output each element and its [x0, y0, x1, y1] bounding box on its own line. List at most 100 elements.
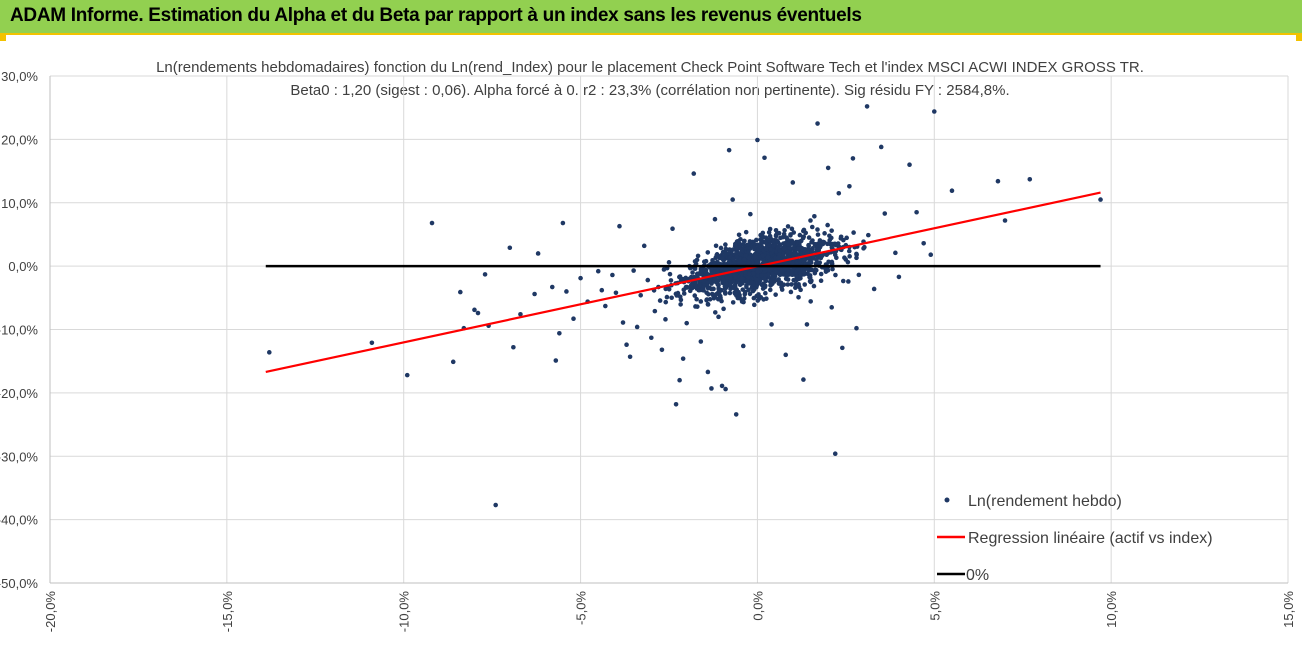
- scatter-point: [776, 230, 782, 236]
- scatter-point: [809, 224, 815, 230]
- scatter-point: [798, 287, 803, 293]
- scatter-point: [781, 246, 787, 252]
- scatter-point: [684, 320, 689, 326]
- scatter-point: [791, 251, 797, 257]
- scatter-point: [767, 226, 773, 232]
- scatter-point: [749, 285, 755, 290]
- scatter-point: [613, 290, 619, 296]
- scatter-point: [722, 290, 728, 295]
- report-title: ADAM Informe. Estimation du Alpha et du …: [10, 5, 862, 26]
- scatter-point: [742, 291, 748, 297]
- scatter-point: [871, 286, 877, 292]
- scatter-point: [825, 222, 830, 228]
- scatter-point: [761, 266, 767, 271]
- scatter-point: [733, 245, 739, 251]
- scatter-point: [840, 278, 846, 284]
- scatter-point: [703, 258, 709, 264]
- scatter-point: [535, 251, 541, 256]
- scatter-point: [709, 291, 715, 297]
- scatter-point: [429, 220, 435, 226]
- x-tick-label: 10,0%: [1104, 591, 1119, 628]
- scatter-point: [645, 277, 651, 283]
- scatter-point: [726, 147, 732, 153]
- scatter-point: [773, 269, 779, 275]
- scatter-point: [814, 257, 819, 263]
- scatter-point: [866, 232, 871, 238]
- scatter-point: [723, 386, 728, 392]
- scatter-point: [767, 287, 773, 293]
- scatter-point: [743, 229, 749, 235]
- scatter-point: [677, 377, 682, 383]
- scatter-point: [511, 344, 516, 350]
- scatter-point: [698, 299, 704, 304]
- scatter-point: [827, 233, 832, 239]
- scatter-point: [806, 235, 812, 240]
- scatter-point: [726, 259, 732, 264]
- scatter-point: [841, 237, 846, 243]
- y-tick-label: 0,0%: [8, 259, 38, 274]
- scatter-point: [995, 178, 1001, 184]
- scatter-point: [825, 268, 831, 273]
- scatter-point: [786, 241, 791, 247]
- scatter-point: [794, 277, 800, 283]
- scatter-point: [549, 284, 555, 290]
- scatter-point: [815, 232, 821, 237]
- scatter-point: [851, 230, 856, 235]
- scatter-point: [760, 253, 766, 259]
- scatter-point: [801, 227, 807, 233]
- scatter-point: [631, 268, 636, 273]
- scatter-point: [697, 282, 702, 288]
- scatter-point: [914, 209, 919, 215]
- scatter-point: [765, 254, 771, 260]
- scatter-point: [599, 287, 605, 293]
- scatter-point: [798, 273, 803, 279]
- scatter-point: [788, 289, 794, 295]
- scatter-point: [641, 243, 647, 249]
- scatter-point: [829, 305, 835, 310]
- x-tick-label: 5,0%: [927, 591, 942, 621]
- scatter-point: [833, 272, 838, 278]
- scatter-point: [692, 293, 698, 298]
- scatter-point: [712, 216, 718, 222]
- scatter-point: [768, 282, 774, 288]
- scatter-point: [714, 253, 719, 258]
- scatter-point: [677, 294, 683, 300]
- scatter-point: [663, 317, 668, 322]
- scatter-point: [784, 260, 789, 266]
- scatter-point: [740, 343, 746, 349]
- scatter-point: [694, 296, 699, 302]
- scatter-point: [818, 278, 824, 284]
- scatter-point: [734, 289, 740, 295]
- scatter-point: [769, 322, 774, 327]
- scatter-point: [704, 297, 709, 303]
- scatter-point: [705, 285, 711, 291]
- legend-label: Regression linéaire (actif vs index): [968, 530, 1213, 547]
- scatter-point: [836, 190, 842, 196]
- scatter-point: [681, 291, 687, 296]
- scatter-point: [518, 311, 523, 317]
- scatter-point: [797, 232, 803, 238]
- scatter-point: [638, 292, 644, 298]
- scatter-point: [707, 297, 713, 302]
- scatter-point: [850, 156, 856, 161]
- scatter-point: [668, 278, 674, 283]
- scatter-point: [846, 279, 851, 284]
- scatter-point: [472, 307, 477, 313]
- scatter-point: [756, 292, 761, 297]
- scatter-point: [712, 310, 718, 315]
- scatter-point: [705, 250, 711, 255]
- scatter-point: [812, 242, 818, 247]
- axes: [49, 76, 1288, 584]
- scatter-point: [836, 243, 841, 249]
- scatter-point: [666, 260, 672, 265]
- scatter-point: [743, 270, 748, 276]
- scatter-point: [847, 254, 852, 259]
- scatter-point: [627, 354, 633, 360]
- scatter-point: [798, 239, 804, 244]
- corner-mark-left: [0, 35, 6, 41]
- scatter-point: [847, 183, 852, 189]
- scatter-point: [759, 273, 765, 278]
- scatter-point: [755, 269, 761, 274]
- scatter-point: [766, 237, 772, 243]
- scatter-point: [752, 254, 758, 260]
